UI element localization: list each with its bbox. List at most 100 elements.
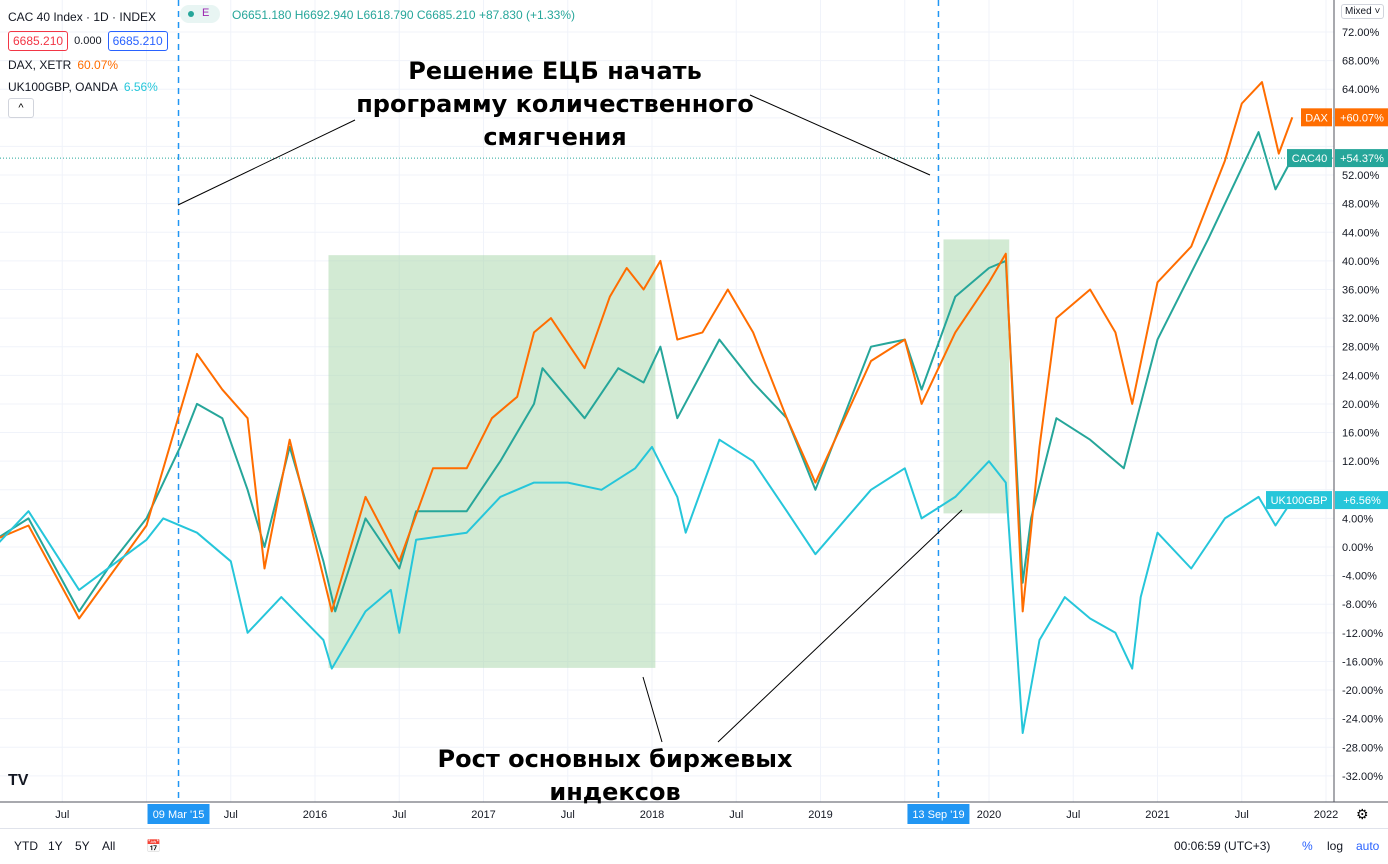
series-uk100gbp <box>0 438 1294 734</box>
range-all[interactable]: All <box>102 839 116 853</box>
open-value: O6651.180 <box>232 8 292 22</box>
series-name-tag <box>1301 108 1332 127</box>
y-tick-label: 48.00% <box>1342 199 1380 211</box>
series-dax <box>0 81 1294 620</box>
annotation-ecb: Решение ЕЦБ начать программу количествен… <box>356 57 754 151</box>
y-tick-label: 52.00% <box>1342 170 1380 182</box>
series-name-tag <box>1266 491 1332 510</box>
axes: -32.00% -28.00% -24.00% -20.00% -16.00% -12.0… <box>0 0 1388 821</box>
auto-toggle[interactable]: auto <box>1356 839 1380 853</box>
series-value-tag <box>1335 149 1388 168</box>
x-tick-label: Jul <box>392 809 406 821</box>
spread: 0.000 <box>74 35 102 47</box>
series-lines <box>0 81 1334 734</box>
y-tick-label: 4.00% <box>1342 513 1373 525</box>
earnings-badge: E <box>202 7 210 19</box>
compare-dax-name[interactable]: DAX, XETR <box>8 58 72 72</box>
series-value-tag <box>1335 491 1388 510</box>
series-name-label: DAX <box>1305 112 1328 124</box>
bottom-toolbar: YTD 1Y 5Y All 📅 00:06:59 (UTC+3) % log a… <box>0 828 1388 864</box>
range-5y[interactable]: 5Y <box>75 839 90 853</box>
marker-label: 13 Sep '19 <box>912 809 964 821</box>
collapse-legend-button[interactable]: ^ <box>8 98 34 118</box>
x-tick-label: Jul <box>729 809 743 821</box>
y-tick-label: 28.00% <box>1342 342 1380 354</box>
x-tick-label: Jul <box>224 809 238 821</box>
marker-label: 09 Mar '15 <box>153 809 205 821</box>
status-pill[interactable]: E <box>180 5 220 23</box>
legend: CAC 40 Index · 1D · INDEX 6685.210 0.000 6… <box>8 6 168 98</box>
y-tick-label: -12.00% <box>1342 628 1383 640</box>
high-value: H6692.940 <box>294 8 354 22</box>
y-tick-label: 12.00% <box>1342 456 1380 468</box>
marker-label-bg <box>147 804 210 824</box>
x-tick-label: Jul <box>1066 809 1080 821</box>
x-tick-label: Jul <box>561 809 575 821</box>
date-markers: 09 Mar '15 13 Sep '19 <box>147 0 970 824</box>
range-ytd[interactable]: YTD <box>14 839 38 853</box>
ohlc-values: O6651.180 H6692.940 L6618.790 C6685.210 … <box>232 8 575 22</box>
compare-dax-value: 60.07% <box>77 58 119 72</box>
y-tick-label: 72.00% <box>1342 27 1380 39</box>
y-tick-label: -24.00% <box>1342 714 1383 726</box>
y-tick-label: 36.00% <box>1342 284 1380 296</box>
x-tick-label: 2018 <box>640 809 664 821</box>
series-value-label: +54.37% <box>1340 153 1384 165</box>
y-tick-label: 0.00% <box>1342 542 1373 554</box>
y-tick-label: 20.00% <box>1342 399 1380 411</box>
range-1y[interactable]: 1Y <box>48 839 63 853</box>
percent-toggle[interactable]: % <box>1302 839 1313 853</box>
grid <box>0 0 1334 802</box>
scale-mode-select[interactable]: Mixed ˅ <box>1341 4 1385 19</box>
scale-mode-label: Mixed <box>1345 6 1372 17</box>
series-value-label: +60.07% <box>1340 112 1384 124</box>
y-tick-label: 44.00% <box>1342 227 1380 239</box>
x-tick-label: 2016 <box>303 809 327 821</box>
y-tick-label: 40.00% <box>1342 256 1380 268</box>
marker-label-bg <box>907 804 970 824</box>
compare-uk100-name[interactable]: UK100GBP, OANDA <box>8 80 118 94</box>
series-value-label: +6.56% <box>1343 495 1381 507</box>
series-value-tag <box>1335 108 1388 127</box>
x-tick-label: Jul <box>55 809 69 821</box>
symbol-title[interactable]: CAC 40 Index · 1D · INDEX <box>8 10 157 24</box>
compare-uk100-value: 6.56% <box>123 80 158 94</box>
highlight-region <box>943 239 1010 514</box>
settings-gear-icon[interactable]: ⚙ <box>1356 806 1369 822</box>
annotation-pointer-lines <box>177 94 963 743</box>
y-tick-label: -16.00% <box>1342 656 1383 668</box>
x-tick-label: 2019 <box>808 809 832 821</box>
highlight-region <box>328 255 656 668</box>
y-tick-label: -8.00% <box>1342 599 1377 611</box>
x-tick-label: 2021 <box>1145 809 1169 821</box>
market-open-icon <box>188 11 194 17</box>
annotation-growth: Рост основных биржевых индексов <box>437 745 793 806</box>
change-value: +87.830 (+1.33%) <box>478 8 576 22</box>
x-tick-label: Jul <box>1235 809 1249 821</box>
y-tick-label: 68.00% <box>1342 56 1380 68</box>
low-value: L6618.790 <box>356 8 414 22</box>
y-tick-label: -28.00% <box>1342 742 1383 754</box>
y-tick-label: 24.00% <box>1342 370 1380 382</box>
y-tick-label: -32.00% <box>1342 771 1383 783</box>
y-tick-label: 16.00% <box>1342 428 1380 440</box>
close-value: C6685.210 <box>416 8 476 22</box>
clock[interactable]: 00:06:59 (UTC+3) <box>1174 839 1271 853</box>
x-tick-label: 2017 <box>471 809 495 821</box>
x-tick-label: 2022 <box>1314 809 1338 821</box>
y-tick-label: 32.00% <box>1342 313 1380 325</box>
ask-price[interactable]: 6685.210 <box>107 31 168 51</box>
goto-date-icon[interactable]: 📅 <box>146 839 161 853</box>
series-name-label: CAC40 <box>1292 153 1327 165</box>
series-cac40 <box>0 131 1294 613</box>
y-tick-label: 64.00% <box>1342 84 1380 96</box>
bid-price[interactable]: 6685.210 <box>8 31 69 51</box>
series-name-tag <box>1287 149 1332 168</box>
y-tick-label: -4.00% <box>1342 571 1377 583</box>
x-tick-label: 2020 <box>977 809 1001 821</box>
tradingview-logo[interactable]: TV <box>8 772 29 789</box>
series-name-label: UK100GBP <box>1271 495 1328 507</box>
y-tick-label: -20.00% <box>1342 685 1383 697</box>
log-toggle[interactable]: log <box>1327 839 1344 853</box>
